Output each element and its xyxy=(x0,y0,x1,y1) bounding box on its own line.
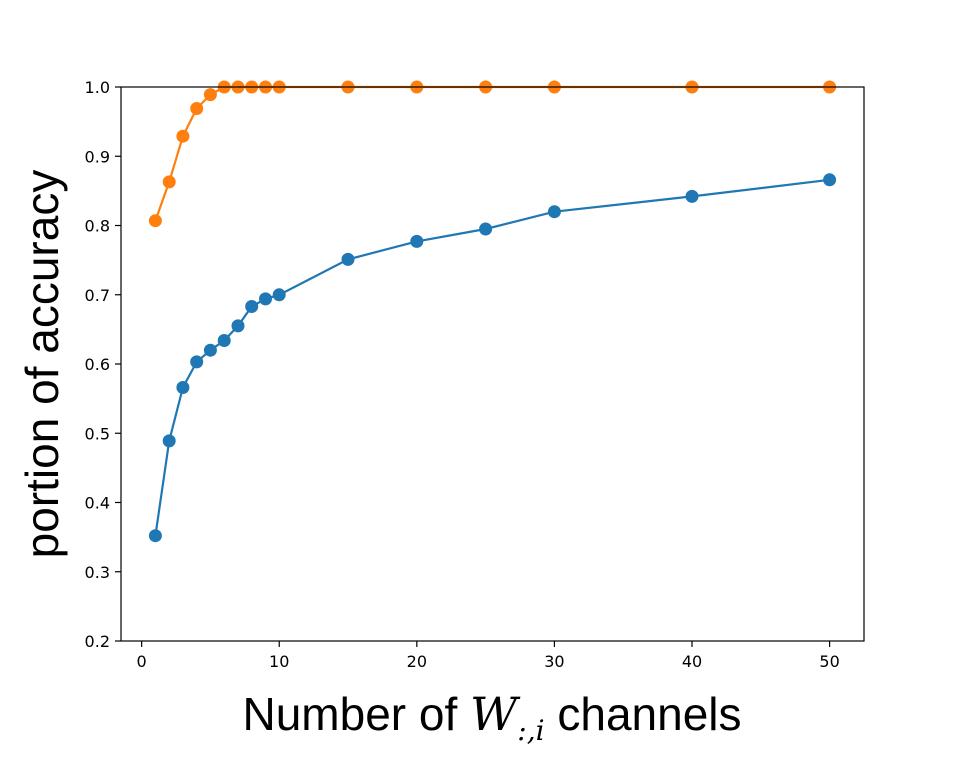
series-0-point xyxy=(148,529,162,543)
y-tick-label: 0.4 xyxy=(85,494,110,513)
x-axis-title-prefix: Number of xyxy=(242,688,470,740)
y-tick-label: 0.7 xyxy=(85,286,110,305)
series-1-point xyxy=(203,88,217,102)
x-tick-label: 50 xyxy=(819,652,839,671)
series-0-point xyxy=(823,173,837,187)
x-tick-label: 10 xyxy=(269,652,289,671)
x-axis-title: Number of W:,i channels xyxy=(242,687,741,747)
series-1-line xyxy=(154,85,830,222)
series-0-point xyxy=(272,288,286,302)
y-ticks: 0.2 0.3 0.4 0.5 0.6 0.7 0.8 0.9 1.0 xyxy=(85,78,121,651)
y-axis-title: portion of accuracy xyxy=(16,170,68,559)
x-axis-title-subscript: :,i xyxy=(517,714,544,747)
x-axis-title-math: W xyxy=(470,687,521,741)
series-0-point xyxy=(685,189,699,203)
x-ticks: 0 10 20 30 40 50 xyxy=(137,641,840,671)
series-0-point xyxy=(341,252,355,266)
series-0-point xyxy=(217,334,231,347)
series-0-point xyxy=(203,343,217,357)
series-0-point xyxy=(190,355,204,369)
y-tick-label: 0.6 xyxy=(85,355,110,374)
y-tick-label: 1.0 xyxy=(85,78,110,97)
y-tick-label: 0.8 xyxy=(85,217,110,236)
series-0-point xyxy=(410,234,424,248)
x-tick-label: 40 xyxy=(682,652,702,671)
plot-frame xyxy=(120,86,865,642)
series-0-point xyxy=(176,381,190,394)
series-0-point xyxy=(547,205,561,219)
y-tick-label: 0.3 xyxy=(85,563,110,582)
y-tick-label: 0.9 xyxy=(85,147,110,166)
series-0-point xyxy=(259,292,272,306)
series-0-point xyxy=(479,222,493,236)
series-0-point xyxy=(245,300,259,313)
y-tick-label: 0.5 xyxy=(85,424,110,443)
series-0-point xyxy=(231,319,245,333)
x-tick-label: 0 xyxy=(137,652,147,671)
series-1-point xyxy=(148,214,162,228)
x-tick-label: 30 xyxy=(544,652,564,671)
series-1-point xyxy=(190,102,204,115)
series-1-point xyxy=(176,129,190,143)
series-0-line xyxy=(154,178,830,536)
series-1-point xyxy=(162,175,176,189)
series-layer xyxy=(148,80,837,543)
y-tick-label: 0.2 xyxy=(85,632,110,651)
x-axis-title-suffix: channels xyxy=(545,688,742,740)
series-0-point xyxy=(162,434,176,448)
x-tick-label: 20 xyxy=(407,652,427,671)
